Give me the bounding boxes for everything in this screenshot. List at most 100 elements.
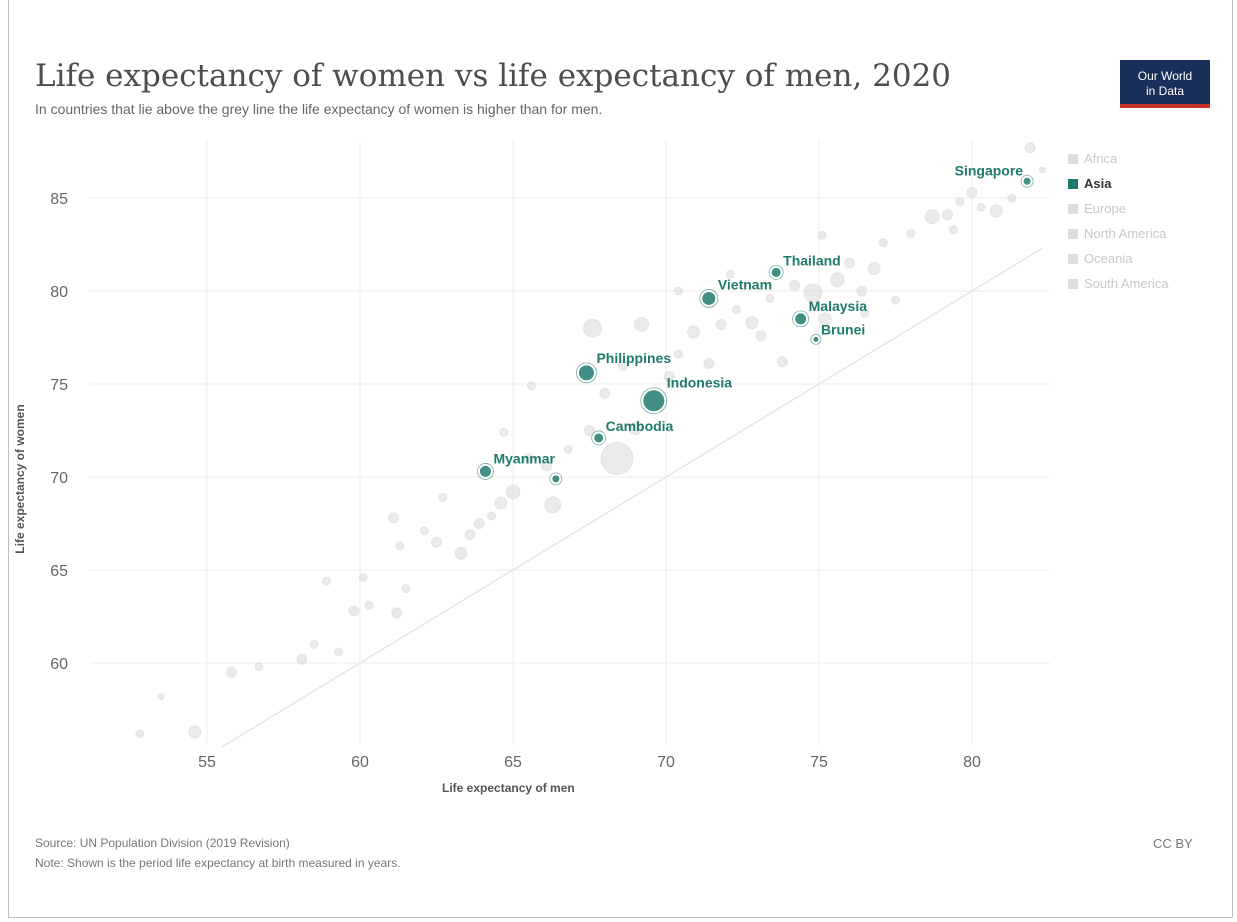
x-tick-label: 75 [810, 754, 828, 771]
data-point-muted [949, 225, 959, 235]
legend-swatch [1068, 228, 1078, 239]
data-point-muted [818, 312, 832, 326]
chart-frame [8, 0, 1233, 918]
data-point-asia [577, 364, 595, 382]
y-tick-label: 70 [50, 470, 68, 487]
y-axis-label: Life expectancy of women [13, 404, 27, 554]
data-point-muted [673, 349, 683, 359]
data-point-muted [364, 600, 374, 610]
data-point-muted [891, 295, 900, 305]
data-point-muted [499, 427, 509, 437]
data-point-muted [391, 607, 403, 619]
data-point-muted [522, 452, 534, 464]
data-point-muted [687, 325, 701, 339]
legend-label: South America [1084, 276, 1169, 291]
legend-swatch [1068, 253, 1078, 264]
legend-item-asia[interactable]: Asia [1068, 171, 1169, 196]
data-point-asia-ring [591, 430, 607, 446]
data-label: Brunei [821, 321, 865, 337]
data-point-muted [526, 381, 536, 391]
data-label: Vietnam [718, 276, 772, 292]
data-point-muted [487, 511, 497, 521]
data-point-muted [955, 197, 965, 207]
data-point-asia [551, 474, 561, 484]
y-tick-label: 65 [50, 563, 68, 580]
data-point-asia-ring [549, 472, 563, 486]
logo-line-1: Our World [1137, 69, 1193, 83]
data-point-muted [829, 272, 845, 288]
data-label: Thailand [783, 252, 841, 268]
data-point-asia-ring [699, 289, 719, 308]
y-tick-label: 60 [50, 656, 68, 673]
legend-item-africa[interactable]: Africa [1068, 146, 1169, 171]
data-point-muted [494, 496, 508, 510]
data-point-muted [673, 286, 683, 296]
legend-item-europe[interactable]: Europe [1068, 196, 1169, 221]
data-point-asia-ring [768, 264, 784, 280]
data-point-muted [401, 584, 411, 594]
x-tick-label: 65 [504, 754, 522, 771]
legend-swatch [1068, 178, 1078, 189]
data-point-muted [715, 318, 727, 330]
data-point-muted [1024, 142, 1036, 154]
legend-swatch [1068, 153, 1078, 164]
data-point-asia [642, 389, 666, 413]
y-tick-label: 85 [50, 191, 68, 208]
data-point-muted [731, 305, 741, 315]
data-point-asia-ring [1020, 174, 1034, 188]
data-point-muted [725, 269, 735, 279]
data-point-muted [505, 484, 521, 500]
logo-line-2: in Data [1145, 84, 1185, 98]
data-point-muted [1007, 193, 1017, 203]
data-point-asia-ring [576, 362, 597, 384]
x-tick-label: 60 [351, 754, 369, 771]
x-tick-label: 70 [657, 754, 675, 771]
data-point-muted [789, 279, 801, 291]
note-text: Note: Shown is the period life expectanc… [35, 856, 401, 870]
data-point-asia [701, 290, 717, 306]
data-point-muted [703, 358, 715, 370]
data-point-asia-ring [477, 463, 494, 480]
owid-logo[interactable]: Our World in Data [1120, 60, 1210, 108]
data-point-muted [157, 692, 165, 700]
data-label: Singapore [955, 162, 1024, 178]
data-point-muted [583, 318, 603, 338]
data-point-muted [617, 359, 629, 371]
data-point-muted [745, 316, 759, 330]
legend-item-oceania[interactable]: Oceania [1068, 246, 1169, 271]
data-point-muted [878, 238, 888, 248]
data-point-muted [563, 444, 573, 454]
data-point-muted [976, 202, 986, 212]
data-point-muted [867, 262, 881, 276]
legend: Africa Asia Europe North America Oceania… [1068, 146, 1169, 296]
data-point-muted [599, 387, 611, 399]
data-label: Philippines [596, 350, 671, 366]
data-point-muted [776, 356, 788, 368]
data-point-muted [817, 230, 827, 240]
data-point-muted [321, 576, 331, 586]
data-point-asia [1022, 176, 1032, 186]
data-point-muted [454, 546, 468, 560]
data-point-muted [395, 541, 405, 551]
x-tick-label: 80 [963, 754, 981, 771]
data-point-asia [478, 464, 492, 478]
data-label: Indonesia [667, 375, 733, 391]
data-point-muted [296, 653, 308, 665]
data-point-muted [225, 666, 237, 678]
data-point-muted [844, 257, 856, 269]
data-point-muted [1038, 166, 1046, 174]
data-label: Malaysia [809, 298, 868, 314]
data-point-muted [544, 496, 562, 514]
legend-item-south-america[interactable]: South America [1068, 271, 1169, 296]
data-point-asia-ring [640, 387, 668, 415]
data-point-muted [989, 204, 1003, 218]
source-text: Source: UN Population Division (2019 Rev… [35, 836, 290, 850]
data-point-muted [473, 518, 485, 529]
data-point-muted [388, 512, 400, 524]
data-point-muted [860, 308, 870, 318]
data-point-asia-ring [810, 333, 822, 345]
legend-item-north-america[interactable]: North America [1068, 221, 1169, 246]
data-point-muted [803, 283, 823, 303]
license-link[interactable]: CC BY [1153, 836, 1193, 851]
